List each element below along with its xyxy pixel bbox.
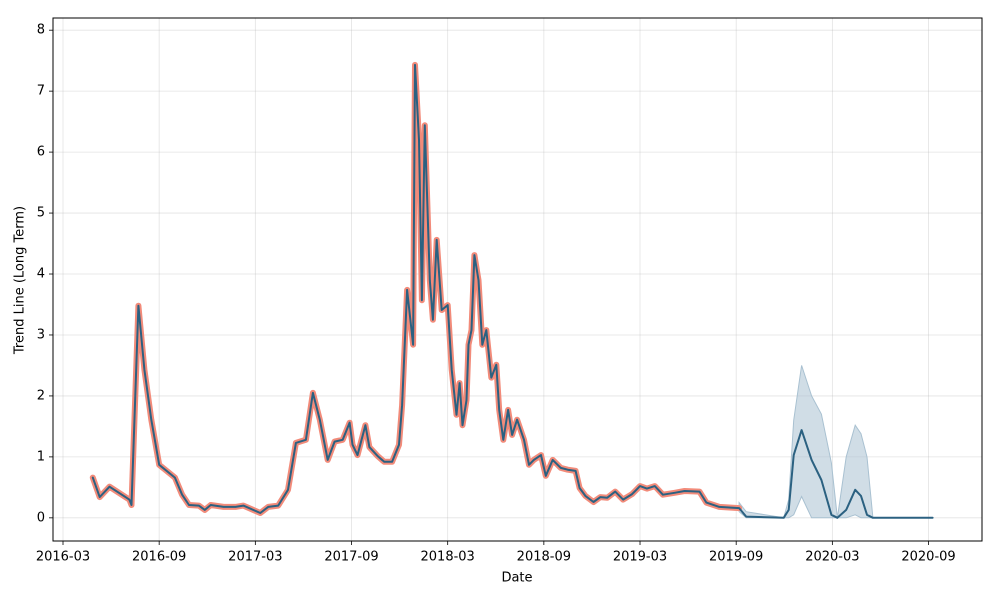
x-tick-label: 2019-03 [613, 550, 667, 565]
x-axis-label: Date [501, 571, 532, 586]
x-tick-label: 2016-09 [132, 550, 186, 565]
plot-frame [52, 17, 983, 542]
y-tick-label: 5 [37, 206, 45, 221]
uncertainty-band [738, 365, 933, 519]
y-tick-label: 4 [37, 267, 45, 282]
y-tick-label: 1 [37, 449, 45, 464]
x-tick-label: 2017-03 [228, 550, 282, 565]
y-tick-label: 8 [37, 23, 45, 38]
x-tick-label: 2019-09 [709, 550, 763, 565]
x-tick-label: 2020-03 [805, 550, 859, 565]
y-tick-label: 6 [37, 145, 45, 160]
x-tick-label: 2017-09 [324, 550, 378, 565]
history-line [89, 61, 743, 516]
x-tick-label: 2018-03 [421, 550, 475, 565]
x-tick-label: 2016-03 [36, 550, 90, 565]
trend-line [91, 63, 934, 519]
x-tick-label: 2018-09 [517, 550, 571, 565]
y-tick-label: 2 [37, 388, 45, 403]
y-tick-label: 7 [37, 84, 45, 99]
y-tick-label: 0 [37, 510, 45, 525]
y-tick-label: 3 [37, 327, 45, 342]
y-axis-label: Trend Line (Long Term) [13, 206, 28, 355]
x-tick-label: 2020-09 [901, 550, 955, 565]
